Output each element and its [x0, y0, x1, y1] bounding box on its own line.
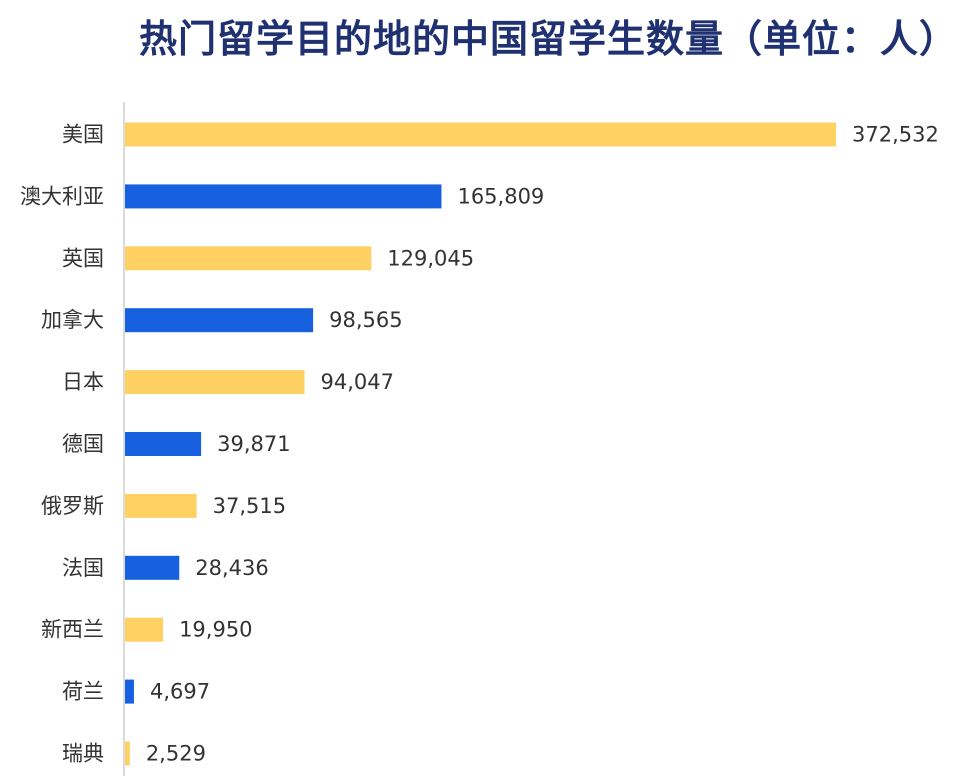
chart-title: 热门留学目的地的中国留学生数量（单位：人） [138, 17, 958, 61]
category-label: 加拿大 [41, 308, 104, 332]
category-label: 法国 [62, 556, 104, 580]
bar [125, 617, 164, 642]
category-label: 荷兰 [62, 680, 104, 704]
category-label: 俄罗斯 [41, 494, 104, 518]
value-label: 2,529 [146, 742, 206, 766]
bar [125, 122, 836, 147]
bar [125, 432, 202, 456]
category-label: 英国 [62, 246, 104, 270]
value-label: 39,871 [217, 432, 290, 456]
bar [125, 308, 314, 333]
bar [125, 370, 305, 395]
value-label: 28,436 [195, 556, 268, 580]
bar [125, 741, 130, 766]
bars-group: 美国 372,532 澳大利亚 165,809 英国 129,045 加拿大 98,565 日本… [20, 122, 939, 766]
category-label: 德国 [62, 432, 104, 456]
value-label: 372,532 [852, 123, 939, 147]
value-label: 98,565 [329, 308, 402, 332]
bar [125, 184, 442, 209]
bar [125, 246, 372, 271]
value-label: 165,809 [457, 184, 544, 208]
category-label: 澳大利亚 [20, 184, 104, 208]
bar [125, 555, 180, 580]
category-label: 新西兰 [41, 618, 104, 642]
value-label: 129,045 [387, 246, 474, 270]
category-label: 日本 [62, 370, 104, 394]
category-label: 瑞典 [62, 742, 104, 766]
value-label: 4,697 [150, 680, 210, 704]
value-label: 37,515 [213, 494, 286, 518]
bar [125, 679, 134, 704]
category-label: 美国 [62, 123, 104, 147]
value-label: 94,047 [320, 370, 393, 394]
bar [125, 493, 197, 518]
value-label: 19,950 [179, 618, 252, 642]
